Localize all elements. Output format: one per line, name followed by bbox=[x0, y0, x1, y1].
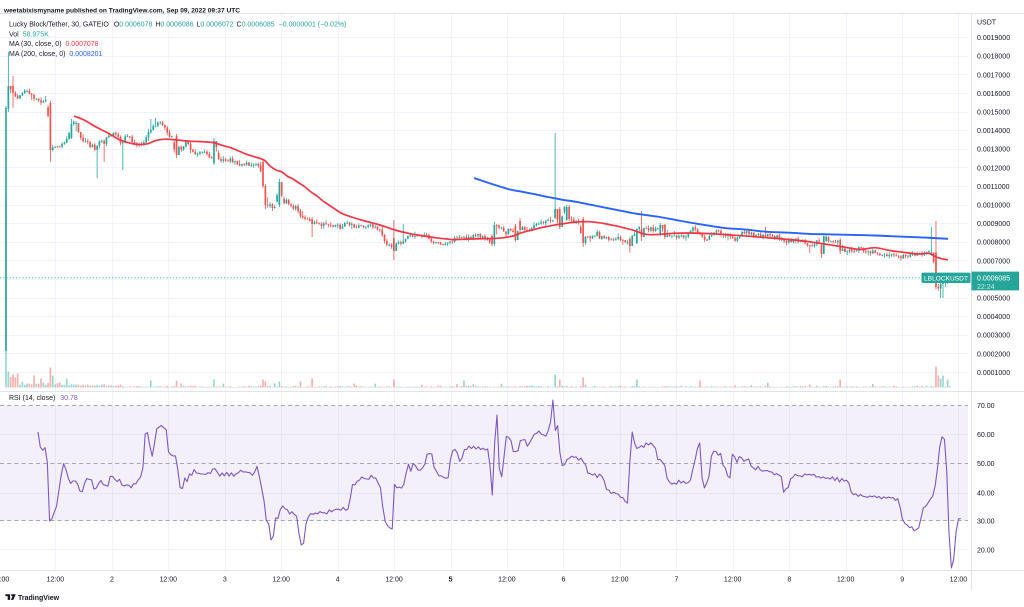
svg-text:RSI (14, close) 30.78: RSI (14, close) 30.78 bbox=[9, 395, 78, 402]
svg-text:2: 2 bbox=[110, 577, 114, 584]
svg-text:Vol 58.975K: Vol 58.975K bbox=[9, 32, 49, 39]
svg-text:50.00: 50.00 bbox=[977, 461, 995, 468]
svg-text:0.0014000: 0.0014000 bbox=[977, 128, 1010, 135]
svg-text:0.0005000: 0.0005000 bbox=[977, 296, 1010, 303]
svg-text:0.0004000: 0.0004000 bbox=[977, 314, 1010, 321]
svg-text:0.0016000: 0.0016000 bbox=[977, 91, 1010, 98]
svg-text:60.00: 60.00 bbox=[977, 432, 995, 439]
svg-text:9: 9 bbox=[900, 577, 904, 584]
svg-text:12:00: 12:00 bbox=[160, 577, 178, 584]
svg-text:8: 8 bbox=[787, 577, 791, 584]
svg-text:TradingView: TradingView bbox=[18, 595, 60, 602]
svg-text:12:00: 12:00 bbox=[272, 577, 290, 584]
svg-text:12:00: 12:00 bbox=[498, 577, 516, 584]
svg-text:0.0006085: 0.0006085 bbox=[977, 275, 1010, 282]
svg-text:70.00: 70.00 bbox=[977, 403, 995, 410]
svg-text:0.0018000: 0.0018000 bbox=[977, 54, 1010, 61]
svg-text:0.0010000: 0.0010000 bbox=[977, 203, 1010, 210]
svg-text:12:00: 12:00 bbox=[611, 577, 629, 584]
svg-text:0.0008000: 0.0008000 bbox=[977, 240, 1010, 247]
svg-text:MA (30, close, 0) 0.0007078: MA (30, close, 0) 0.0007078 bbox=[9, 41, 99, 48]
svg-text:20.00: 20.00 bbox=[977, 547, 995, 554]
svg-text:12:00: 12:00 bbox=[385, 577, 403, 584]
svg-text:USDT: USDT bbox=[977, 20, 997, 27]
svg-text:0.0007000: 0.0007000 bbox=[977, 258, 1010, 265]
svg-text:0.0012000: 0.0012000 bbox=[977, 165, 1010, 172]
svg-text:30.00: 30.00 bbox=[977, 519, 995, 526]
svg-text:0.0001000: 0.0001000 bbox=[977, 370, 1010, 377]
svg-text:0.0015000: 0.0015000 bbox=[977, 110, 1010, 117]
svg-text:7: 7 bbox=[674, 577, 678, 584]
svg-text:0.0002000: 0.0002000 bbox=[977, 351, 1010, 358]
svg-text:MA (200, close, 0) 0.0008201: MA (200, close, 0) 0.0008201 bbox=[9, 51, 103, 58]
svg-text:LBLOCKUSDT: LBLOCKUSDT bbox=[924, 276, 968, 283]
svg-text:0.0017000: 0.0017000 bbox=[977, 72, 1010, 79]
svg-text:22:24: 22:24 bbox=[977, 284, 995, 291]
svg-text:3: 3 bbox=[223, 577, 227, 584]
svg-text:12:00: 12:00 bbox=[837, 577, 855, 584]
svg-text:12:00: 12:00 bbox=[724, 577, 742, 584]
svg-text:0.0009000: 0.0009000 bbox=[977, 221, 1010, 228]
svg-text:0.0003000: 0.0003000 bbox=[977, 333, 1010, 340]
svg-text:0.0019000: 0.0019000 bbox=[977, 35, 1010, 42]
svg-text:12:00: 12:00 bbox=[47, 577, 65, 584]
svg-text:0.0011000: 0.0011000 bbox=[977, 184, 1010, 191]
svg-text:5: 5 bbox=[449, 577, 453, 584]
svg-text:Lucky Block/Tether, 30, GATEIO: Lucky Block/Tether, 30, GATEIO O0.000607… bbox=[9, 22, 346, 29]
svg-text:weetabixismyname published on: weetabixismyname published on TradingVie… bbox=[3, 8, 240, 15]
svg-text:40.00: 40.00 bbox=[977, 491, 995, 498]
svg-text:12:00: 12:00 bbox=[950, 577, 968, 584]
svg-text:6: 6 bbox=[562, 577, 566, 584]
svg-text:0.0013000: 0.0013000 bbox=[977, 147, 1010, 154]
svg-text:12:00: 12:00 bbox=[0, 577, 9, 584]
svg-text:4: 4 bbox=[336, 577, 340, 584]
